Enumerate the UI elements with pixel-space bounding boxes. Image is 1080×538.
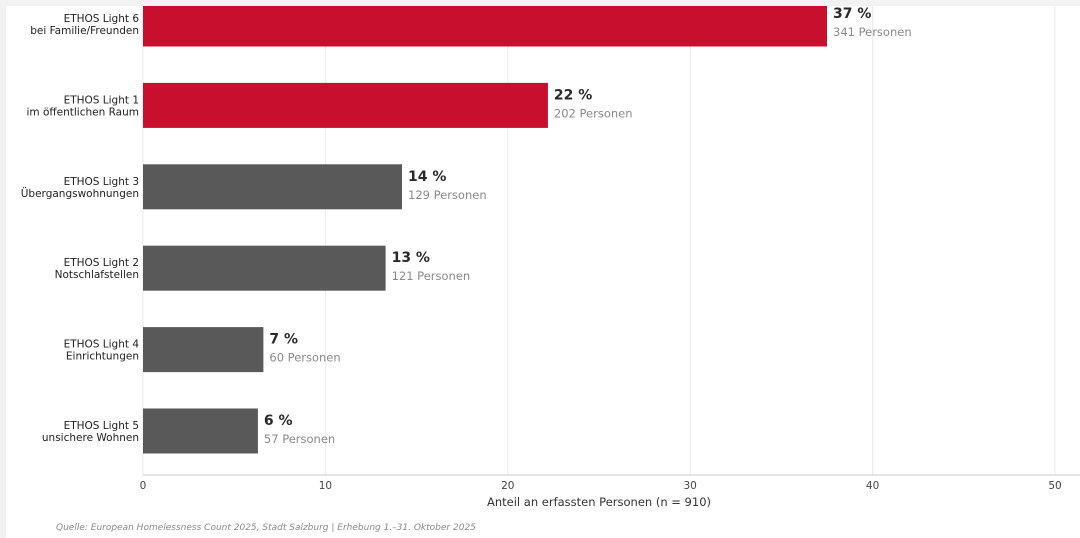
category-label-line1-2: ETHOS Light 3 [64, 176, 139, 188]
category-label-line1-1: ETHOS Light 1 [64, 94, 139, 106]
x-tick-label-2: 20 [501, 480, 514, 492]
value-label-4: 7 % [269, 332, 298, 348]
category-label-line2-0: bei Familie/Freunden [30, 25, 139, 37]
count-label-4: 60 Personen [269, 351, 340, 365]
category-label-line1-0: ETHOS Light 6 [64, 13, 140, 25]
value-label-2: 14 % [408, 169, 446, 185]
count-label-5: 57 Personen [264, 432, 335, 446]
bar-4 [143, 327, 264, 373]
value-label-3: 13 % [392, 250, 430, 266]
category-label-line2-1: im öffentlichen Raum [27, 106, 139, 118]
count-label-1: 202 Personen [554, 106, 633, 120]
x-tick-label-3: 30 [684, 480, 697, 492]
source-note: Quelle: European Homelessness Count 2025… [56, 523, 476, 533]
category-label-line1-4: ETHOS Light 4 [64, 339, 140, 351]
value-label-5: 6 % [264, 413, 293, 429]
x-tick-label-0: 0 [140, 480, 147, 492]
category-label-line1-3: ETHOS Light 2 [64, 257, 139, 269]
bar-3 [143, 245, 386, 291]
count-label-2: 129 Personen [408, 188, 487, 202]
x-axis-title: Anteil an erfassten Personen (n = 910) [487, 495, 711, 509]
count-label-0: 341 Personen [833, 25, 912, 39]
bar-1 [143, 82, 548, 128]
bar-2 [143, 164, 403, 210]
category-label-line2-5: unsichere Wohnen [42, 432, 139, 444]
category-label-line1-5: ETHOS Light 5 [64, 420, 139, 432]
category-label-line2-3: Notschlafstellen [55, 269, 139, 281]
x-tick-label-5: 50 [1048, 480, 1061, 492]
x-tick-label-4: 40 [866, 480, 879, 492]
value-label-0: 37 % [833, 6, 871, 22]
category-label-line2-2: Übergangswohnungen [21, 187, 139, 200]
count-label-3: 121 Personen [392, 269, 471, 283]
chart-panel: ETHOS Light 6 bei Familie/Freunden 37 % 341… [6, 6, 1080, 538]
bar-5 [143, 408, 258, 454]
category-label-line2-4: Einrichtungen [66, 351, 139, 363]
value-label-1: 22 % [554, 87, 592, 103]
bar-0 [143, 6, 827, 47]
x-tick-label-1: 10 [319, 480, 332, 492]
